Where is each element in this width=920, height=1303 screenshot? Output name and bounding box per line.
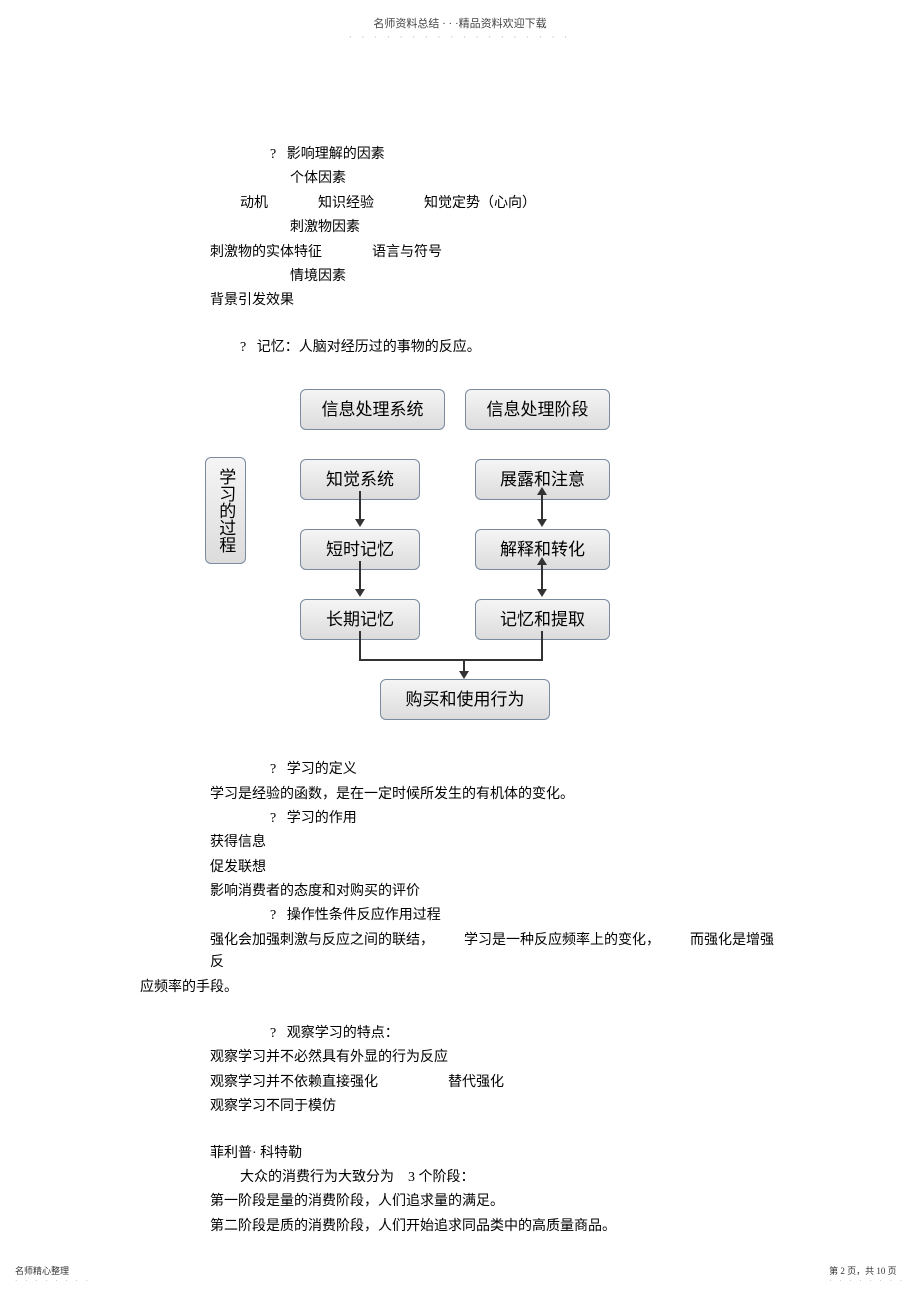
learn-role1: 获得信息: [210, 832, 780, 854]
content-section-1: ? 影响理解的因素 个体因素 动机 知识经验 知觉定势（心向） 刺激物因素 刺激物的…: [0, 42, 920, 928]
content-section-wide: 强化会加强刺激与反应之间的联结，学习是一种反应频率上的变化，而强化是增强反 应频…: [0, 930, 920, 1238]
box-purchase-behavior: 购买和使用行为: [380, 679, 550, 720]
learn-role2: 促发联想: [210, 857, 780, 879]
kotler-intro: 大众的消费行为大致分为 3 个阶段：: [140, 1167, 780, 1189]
s1-language: 语言与符号: [372, 245, 442, 260]
kotler-intro2: 3 个阶段：: [408, 1170, 475, 1185]
s1-stimulus: 刺激物的实体特征: [210, 245, 322, 260]
kotler-stage2: 第二阶段是质的消费阶段，人们开始追求同品类中的高质量商品。: [140, 1216, 780, 1238]
learn-role-title-text: 学习的作用: [287, 811, 357, 826]
arrow: [359, 659, 543, 661]
observe-p3: 观察学习不同于模仿: [140, 1096, 780, 1118]
s1-row2: 刺激物的实体特征 语言与符号: [210, 242, 780, 264]
arrow: [541, 493, 543, 521]
s1-knowledge: 知识经验: [318, 196, 374, 211]
box-info-stage: 信息处理阶段: [465, 389, 610, 430]
diagram-side-label: 学习的过程: [205, 457, 246, 564]
op-text-line2: 应频率的手段。: [140, 977, 780, 999]
arrow-head: [355, 589, 365, 597]
arrow-head: [459, 671, 469, 679]
learn-role3: 影响消费者的态度和对购买的评价: [210, 881, 780, 903]
observe-p2: 观察学习并不依赖直接强化 替代强化: [140, 1072, 780, 1094]
s1-row1: 动机 知识经验 知觉定势（心向）: [210, 193, 780, 215]
s1-title: ? 影响理解的因素: [210, 144, 780, 166]
footer-left: 名师精心整理 · · · · · · · ·: [15, 1264, 91, 1285]
s1-sub3: 情境因素: [210, 266, 780, 288]
s1-sub1: 个体因素: [210, 168, 780, 190]
learning-process-diagram: 学习的过程 信息处理系统 信息处理阶段 知觉系统 展露和注意 短时记忆 解释和转…: [210, 389, 780, 729]
box-info-system: 信息处理系统: [300, 389, 445, 430]
memory-text: 记忆：人脑对经历过的事物的反应。: [257, 340, 481, 355]
page-header: 名师资料总结 · · ·精品资料欢迎下载 · · · · · · · · · ·…: [0, 0, 920, 42]
op-text-line1: 强化会加强刺激与反应之间的联结，学习是一种反应频率上的变化，而强化是增强反: [140, 930, 780, 975]
footer-right: 第 2 页，共 10 页 · · · · · · · ·: [829, 1264, 905, 1285]
footer-right-dots: · · · · · · · ·: [829, 1277, 905, 1285]
arrow-head: [537, 557, 547, 565]
observe-p2a: 观察学习并不依赖直接强化: [210, 1075, 378, 1090]
learn-def-text: 学习是经验的函数，是在一定时候所发生的有机体的变化。: [210, 784, 780, 806]
observe-p2b: 替代强化: [448, 1075, 504, 1090]
s1-sub2: 刺激物因素: [210, 217, 780, 239]
s1-perception: 知觉定势（心向）: [424, 196, 536, 211]
learn-role-title: ? 学习的作用: [210, 808, 780, 830]
header-dots: · · · · · · · · · · · · · · · · · ·: [0, 33, 920, 42]
header-title: 名师资料总结 · · ·精品资料欢迎下载: [0, 15, 920, 31]
kotler-stage1: 第一阶段是量的消费阶段，人们追求量的满足。: [140, 1191, 780, 1213]
learn-op-title: ? 操作性条件反应作用过程: [210, 905, 780, 927]
arrow: [359, 561, 361, 591]
s1-motivation: 动机: [210, 196, 268, 211]
arrow: [359, 491, 361, 521]
arrow-head: [537, 589, 547, 597]
footer-left-dots: · · · · · · · ·: [15, 1277, 91, 1285]
kotler-name: 菲利普· 科特勒: [140, 1143, 780, 1165]
arrow: [541, 563, 543, 591]
memory-line: ? 记忆：人脑对经历过的事物的反应。: [210, 337, 780, 359]
observe-p1: 观察学习并不必然具有外显的行为反应: [140, 1047, 780, 1069]
footer-left-text: 名师精心整理: [15, 1264, 91, 1277]
op-text2: 学习是一种反应频率上的变化，: [464, 933, 660, 948]
footer-right-text: 第 2 页，共 10 页: [829, 1264, 905, 1277]
arrow-head: [537, 487, 547, 495]
arrow: [359, 631, 361, 659]
arrow-head: [537, 519, 547, 527]
learn-def-title: ? 学习的定义: [210, 759, 780, 781]
op-text1: 强化会加强刺激与反应之间的联结，: [210, 933, 434, 948]
observe-title: ? 观察学习的特点：: [140, 1023, 780, 1045]
arrow-head: [355, 519, 365, 527]
s1-background: 背景引发效果: [210, 290, 780, 312]
arrow: [541, 631, 543, 659]
observe-title-text: 观察学习的特点：: [287, 1026, 399, 1041]
kotler-intro1: 大众的消费行为大致分为: [240, 1170, 394, 1185]
learn-op-title-text: 操作性条件反应作用过程: [287, 908, 441, 923]
learn-def-title-text: 学习的定义: [287, 762, 357, 777]
s1-title-text: 影响理解的因素: [287, 147, 385, 162]
